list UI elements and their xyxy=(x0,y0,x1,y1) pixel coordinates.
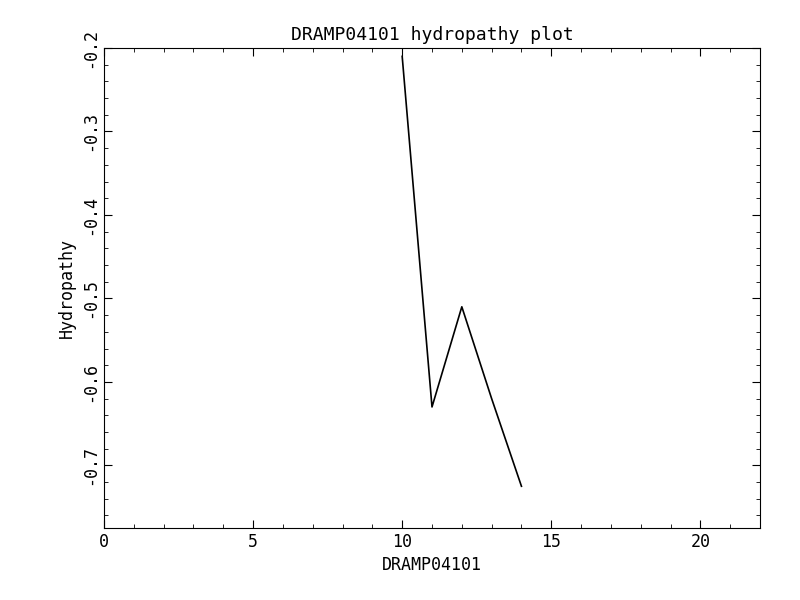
X-axis label: DRAMP04101: DRAMP04101 xyxy=(382,556,482,574)
Title: DRAMP04101 hydropathy plot: DRAMP04101 hydropathy plot xyxy=(290,26,574,44)
Y-axis label: Hydropathy: Hydropathy xyxy=(58,238,75,338)
